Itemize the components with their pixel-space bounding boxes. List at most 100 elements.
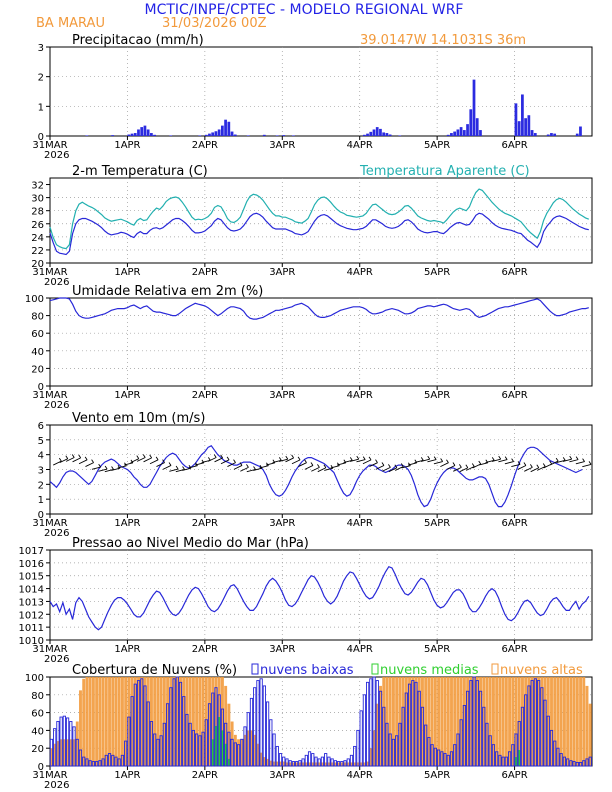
cloud-bar-high: [301, 762, 305, 766]
cloud-bar-low: [198, 735, 202, 767]
cloud-bar-medium: [217, 717, 221, 766]
x-tick-label: 31MAR: [32, 140, 67, 151]
wind-barb-flag: [575, 456, 579, 460]
cloud-bar-low: [440, 751, 444, 767]
cloud-bar-low: [411, 680, 415, 767]
cloud-bar-low: [472, 676, 476, 767]
cloud-bar-high: [117, 677, 121, 766]
cloud-bar-low: [495, 751, 499, 767]
x-tick-label: 1APR: [114, 140, 140, 151]
cloud-bar-low: [575, 761, 579, 767]
cloud-bar-low: [262, 685, 266, 767]
wind-barb-flag: [195, 462, 198, 466]
cloud-bar-low: [485, 722, 489, 767]
cloud-bar-low: [111, 754, 115, 767]
cloud-bar-high: [401, 677, 405, 766]
wind-barb-flag: [459, 464, 462, 468]
cloud-bar-high: [311, 762, 315, 766]
cloud-bar-high: [408, 677, 412, 766]
cloud-bar-low: [256, 680, 260, 767]
cloud-bar-high: [524, 677, 528, 766]
cloud-bar-low: [424, 724, 428, 767]
wind-barb: [575, 461, 585, 465]
wind-barb: [530, 467, 540, 473]
cloud-bar-high: [398, 677, 402, 766]
precip-bar: [469, 109, 473, 136]
cloud-bar-high: [504, 677, 508, 766]
precip-bar: [521, 94, 524, 136]
cloud-bar-high: [72, 739, 76, 766]
x-tick-label: 1APR: [114, 390, 140, 401]
legend-label: nuvens altas: [500, 663, 583, 678]
cloud-bar-high: [156, 677, 160, 766]
cloud-bar-high: [53, 743, 57, 766]
precip-bar: [450, 133, 453, 136]
cloud-bar-low: [207, 703, 212, 767]
cloud-bar-low: [269, 719, 273, 767]
cloud-bar-low: [65, 717, 70, 767]
cloud-bar-high: [521, 677, 524, 766]
cloud-bar-low: [498, 754, 502, 767]
cloud-bar-low: [59, 716, 63, 767]
y-tick-label: 1011: [19, 623, 44, 634]
legend-label: nuvens medias: [380, 663, 479, 678]
wind-barb-flag: [498, 455, 502, 460]
wind-barb: [562, 458, 572, 462]
x-tick-year: 2026: [44, 654, 69, 665]
cloud-bar-high: [59, 739, 63, 766]
precip-bar: [127, 134, 131, 136]
cloud-bar-low: [178, 681, 183, 767]
cloud-bar-high: [562, 677, 566, 766]
precip-bar: [262, 134, 266, 136]
cloud-bar-low: [569, 760, 573, 767]
cloud-bar-high: [395, 677, 399, 766]
cloud-bar-high: [314, 762, 318, 766]
cloud-bar-high: [514, 677, 518, 766]
x-tick-label: 2APR: [192, 644, 218, 655]
cloud-bar-high: [556, 677, 560, 766]
cloud-bar-low: [82, 756, 86, 767]
cloud-bar-low: [372, 676, 376, 767]
cloud-bar-high: [130, 677, 134, 766]
wind-barb-flag: [523, 462, 527, 466]
wind-barb-flag: [266, 462, 269, 466]
cloud-bar-low: [524, 694, 528, 767]
cloud-bar-low: [320, 756, 325, 767]
wind-barb-flag: [220, 454, 224, 459]
wind-barb: [491, 458, 501, 462]
cloud-bar-high: [259, 752, 263, 766]
y-tick-label: 6: [38, 421, 44, 432]
cloud-bar-low: [227, 731, 231, 767]
wind-barb: [156, 462, 165, 467]
cloud-bar-medium: [214, 725, 218, 766]
wind-barb-flag: [478, 460, 482, 465]
cloud-bar-low: [162, 722, 166, 767]
cloud-bar-high: [450, 677, 453, 766]
series-line: [49, 445, 583, 508]
cloud-bar-high: [540, 677, 544, 766]
cloud-bar-high: [321, 762, 324, 766]
precip-bar: [143, 125, 147, 136]
cloud-bar-high: [337, 762, 341, 766]
plot-frame: [49, 549, 593, 641]
cloud-bar-low: [288, 760, 292, 767]
cloud-bar-low: [224, 722, 228, 767]
wind-barb: [220, 459, 230, 465]
cloud-bar-low: [246, 712, 250, 767]
wind-barb: [317, 467, 327, 473]
cloud-bar-low: [395, 735, 399, 767]
x-tick-label: 2APR: [192, 518, 218, 529]
cloud-bar-high: [111, 677, 115, 766]
cloud-bar-low: [172, 678, 176, 767]
series-line: [49, 188, 590, 250]
cloud-bar-high: [143, 677, 147, 766]
cloud-bar-high: [295, 762, 299, 766]
x-tick-label: 5APR: [424, 140, 450, 151]
cloud-bar-high: [308, 762, 311, 766]
precip-bar: [550, 133, 553, 136]
cloud-bar-low: [553, 740, 557, 767]
wind-barb: [311, 466, 320, 472]
precip-bar: [553, 133, 557, 136]
